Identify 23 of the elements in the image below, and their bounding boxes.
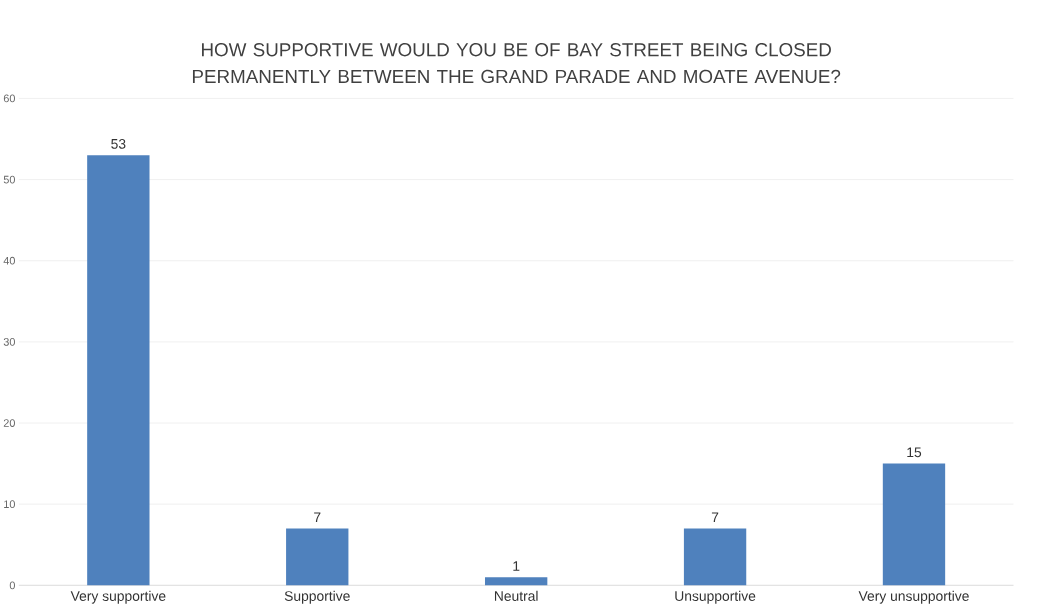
y-tick-label: 50 (3, 175, 15, 184)
x-tick-label: Unsupportive (675, 591, 756, 604)
x-tick-label: Supportive (284, 591, 350, 604)
bar (683, 528, 747, 586)
y-tick-label: 30 (3, 338, 15, 346)
y-tick-label: 60 (3, 94, 15, 103)
bar (87, 155, 150, 586)
x-tick-label: Very unsupportive (858, 591, 969, 604)
y-tick-label: 0 (9, 581, 15, 590)
data-label: 1 (513, 561, 520, 571)
data-label: 7 (711, 512, 719, 523)
bar (484, 577, 548, 586)
y-tick-label: 10 (4, 500, 15, 509)
data-label: 53 (111, 139, 126, 150)
y-tick-label: 20 (3, 419, 15, 428)
y-tick-label: 40 (3, 257, 15, 265)
bar (882, 463, 946, 586)
data-label: 7 (314, 512, 321, 523)
data-label: 15 (907, 447, 922, 458)
x-tick-label: Neutral (494, 591, 538, 602)
x-tick-label: Very supportive (70, 591, 166, 604)
chart-title: HOW SUPPORTIVE WOULD YOU BE OF BAY STREET BEING CLOSED PERMANENTLY BETWEEN THE GRAND PARADE AND MOATE AVENUE? (192, 43, 841, 84)
bar (286, 528, 349, 586)
